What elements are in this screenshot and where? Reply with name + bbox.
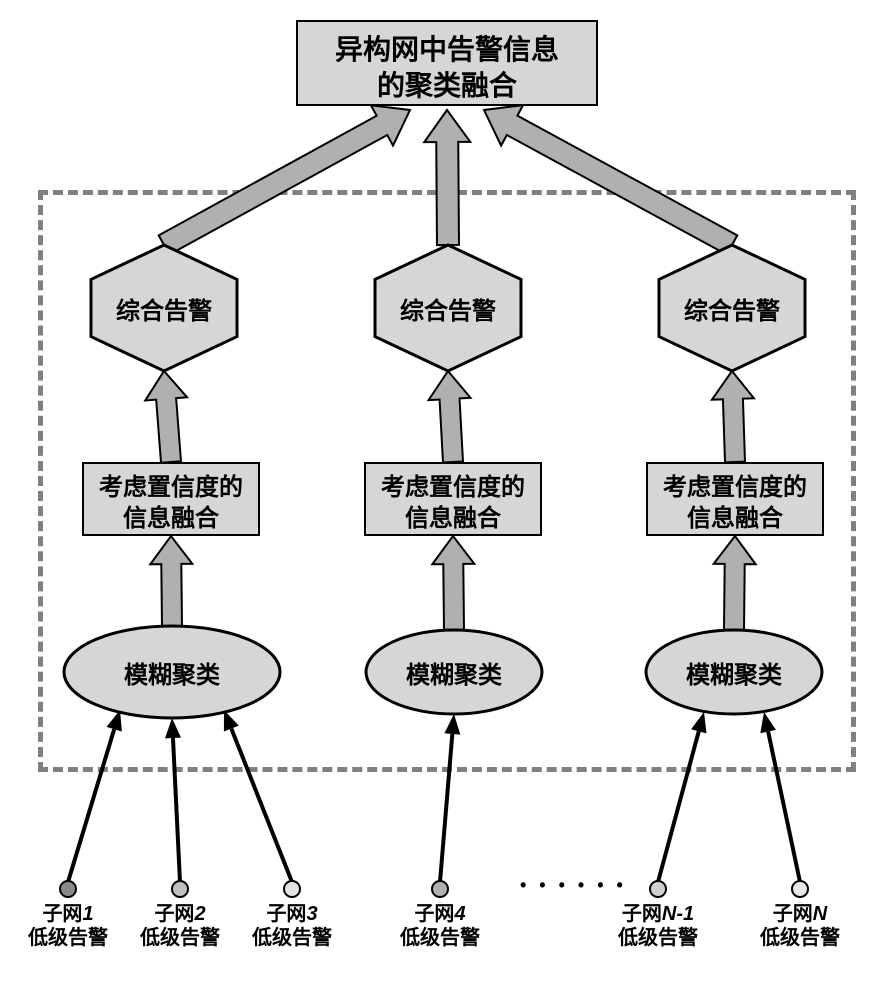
title-line1: 异构网中告警信息	[322, 32, 572, 68]
ellipse-label: 模糊聚类	[406, 655, 502, 690]
source-dot-icon	[431, 880, 449, 898]
hexagon-label: 综合告警	[116, 291, 212, 326]
fusion-line1: 考虑置信度的	[380, 472, 526, 503]
source-sublabel: 低级告警	[608, 926, 708, 950]
source-node: 子网2低级告警	[130, 880, 230, 950]
source-sublabel: 低级告警	[130, 926, 230, 950]
source-dot-icon	[59, 880, 77, 898]
source-node: 子网4低级告警	[390, 880, 490, 950]
source-node: 子网N-1低级告警	[608, 880, 708, 950]
fuzzy-cluster-ellipse: 模糊聚类	[644, 628, 824, 716]
fusion-line2: 信息融合	[662, 503, 808, 534]
fuzzy-cluster-ellipse: 模糊聚类	[364, 628, 544, 716]
fusion-box: 考虑置信度的信息融合	[364, 462, 542, 536]
source-label: 子网2	[130, 902, 230, 926]
ellipse-label: 模糊聚类	[124, 655, 220, 690]
ellipse-label: 模糊聚类	[686, 655, 782, 690]
source-dot-icon	[649, 880, 667, 898]
fusion-box: 考虑置信度的信息融合	[82, 462, 260, 536]
source-label: 子网N-1	[608, 902, 708, 926]
source-sublabel: 低级告警	[750, 926, 850, 950]
hexagon-comprehensive-alarm: 综合告警	[373, 243, 523, 373]
fusion-line1: 考虑置信度的	[98, 472, 244, 503]
source-node: 子网1低级告警	[18, 880, 118, 950]
diagram-root: 异构网中告警信息 的聚类融合 • • • • • • 综合告警考虑置信度的信息融…	[0, 0, 894, 1000]
fuzzy-cluster-ellipse: 模糊聚类	[62, 624, 282, 720]
fusion-line2: 信息融合	[380, 503, 526, 534]
source-node: 子网N低级告警	[750, 880, 850, 950]
source-dot-icon	[791, 880, 809, 898]
source-label: 子网3	[242, 902, 342, 926]
hexagon-comprehensive-alarm: 综合告警	[657, 243, 807, 373]
source-sublabel: 低级告警	[390, 926, 490, 950]
source-node: 子网3低级告警	[242, 880, 342, 950]
fusion-line1: 考虑置信度的	[662, 472, 808, 503]
hexagon-label: 综合告警	[684, 291, 780, 326]
source-label: 子网1	[18, 902, 118, 926]
title-line2: 的聚类融合	[322, 68, 572, 104]
title-box: 异构网中告警信息 的聚类融合	[296, 20, 598, 106]
source-label: 子网4	[390, 902, 490, 926]
source-dot-icon	[171, 880, 189, 898]
fusion-box: 考虑置信度的信息融合	[646, 462, 824, 536]
source-label: 子网N	[750, 902, 850, 926]
source-dot-icon	[283, 880, 301, 898]
hexagon-label: 综合告警	[400, 291, 496, 326]
hexagon-comprehensive-alarm: 综合告警	[89, 243, 239, 373]
fusion-line2: 信息融合	[98, 503, 244, 534]
source-sublabel: 低级告警	[18, 926, 118, 950]
source-sublabel: 低级告警	[242, 926, 342, 950]
